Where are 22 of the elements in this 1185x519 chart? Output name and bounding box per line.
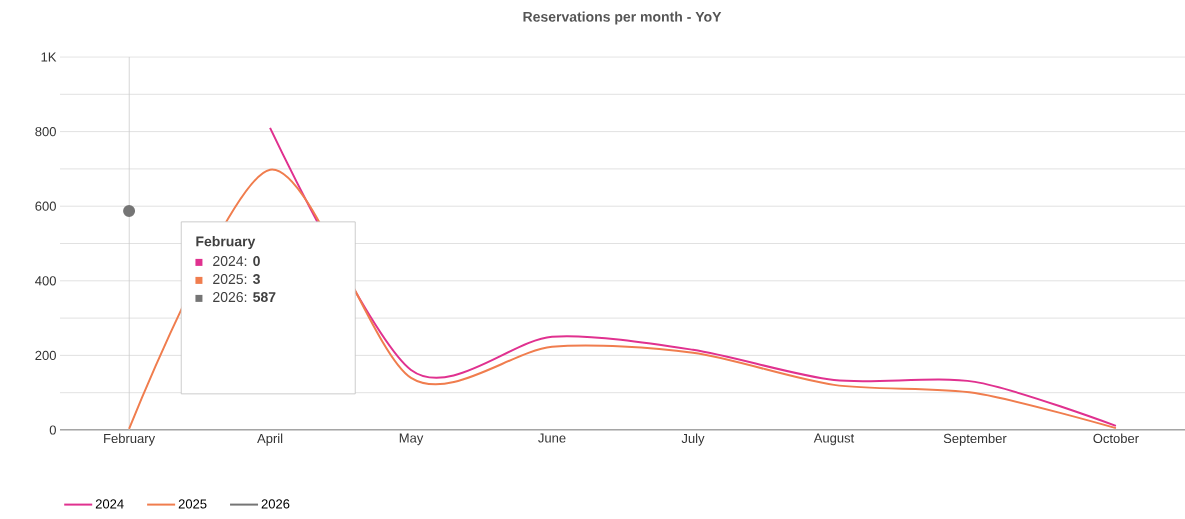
x-tick-label: April: [257, 433, 283, 446]
x-tick-label: February: [104, 433, 156, 446]
y-tick-label: 400: [35, 276, 56, 286]
annotation: 2026: 587: [213, 292, 276, 303]
x-tick-label: May: [399, 433, 424, 446]
x-tick-label: September: [943, 433, 1007, 446]
y-tick-label: 0: [49, 425, 56, 435]
y-tick-label: 600: [35, 201, 56, 211]
x-tick-label: July: [681, 433, 705, 446]
annotation: 2025: 3: [213, 274, 260, 285]
y-tick-label: 800: [35, 126, 56, 137]
legend-label: 2025: [178, 499, 207, 509]
legend-label: 2024: [95, 499, 124, 509]
y-tick-label: 200: [35, 350, 56, 360]
x-tick-label: October: [1093, 433, 1139, 444]
y-tick-label: 1K: [41, 52, 57, 62]
chart-title: Reservations per month - YoY: [523, 11, 722, 25]
annotation: 2024: 0: [213, 256, 260, 267]
legend-label: 2026: [261, 499, 290, 509]
x-tick-label: June: [538, 433, 566, 443]
annotation: February: [196, 236, 256, 250]
x-tick-label: August: [813, 433, 855, 446]
